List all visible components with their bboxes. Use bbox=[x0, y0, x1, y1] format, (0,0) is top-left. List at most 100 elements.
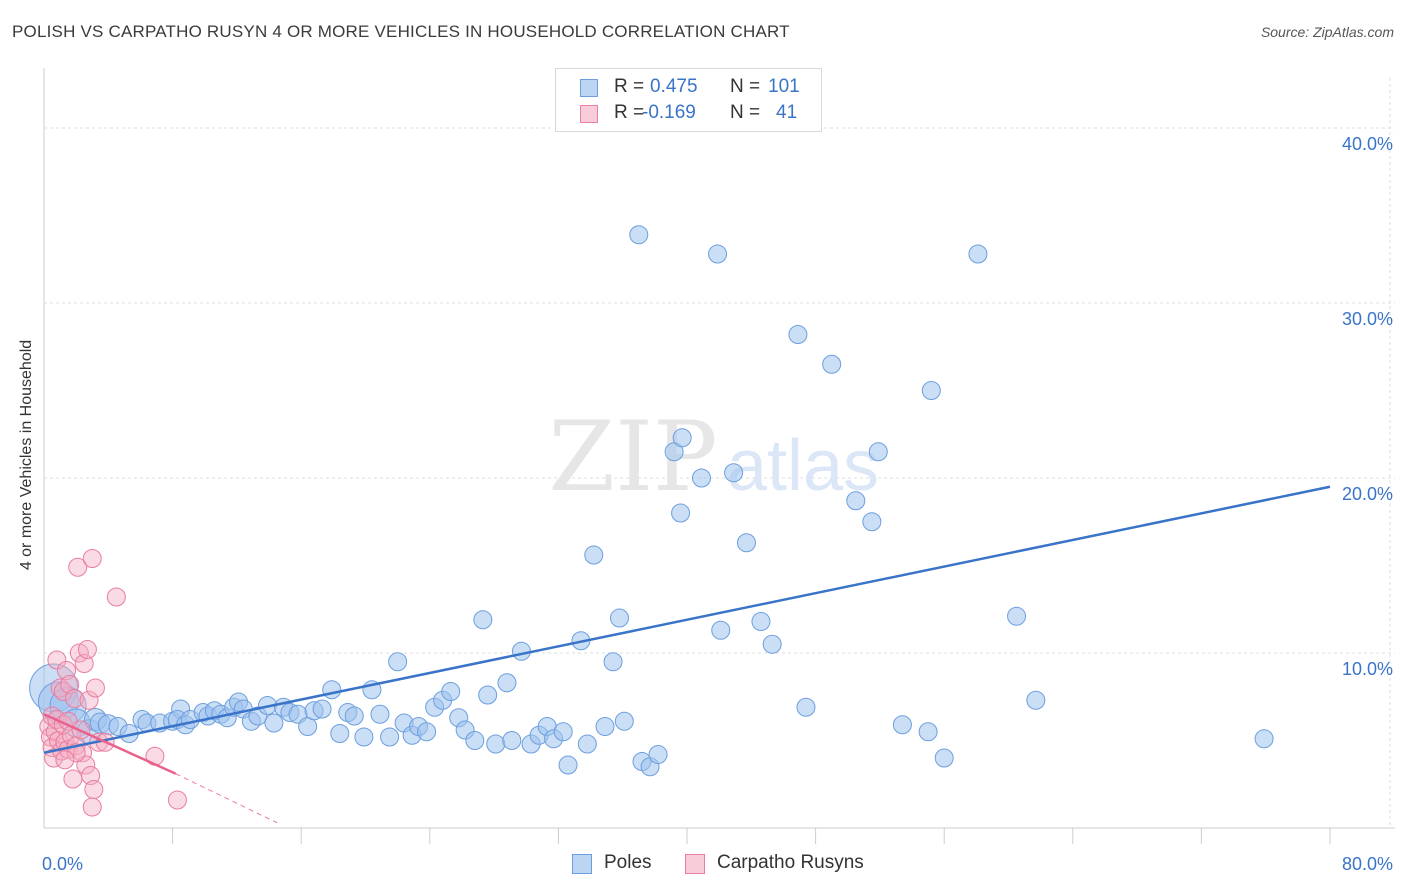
poles-point bbox=[553, 722, 573, 742]
poles-point bbox=[672, 428, 692, 448]
y-axis-title: 4 or more Vehicles in Household bbox=[18, 339, 35, 571]
poles-point bbox=[762, 634, 782, 654]
y-tick-label: 10.0% bbox=[1342, 659, 1393, 679]
rusyn-trend-line bbox=[43, 713, 177, 775]
poles-point bbox=[708, 244, 728, 264]
poles-point bbox=[736, 533, 756, 553]
poles-point bbox=[671, 503, 691, 523]
poles-point bbox=[511, 641, 531, 661]
rusyn-swatch bbox=[580, 105, 598, 123]
rusyn-point bbox=[82, 549, 102, 568]
poles-point bbox=[968, 244, 988, 264]
y-tick-label: 20.0% bbox=[1342, 484, 1393, 504]
poles-point bbox=[497, 673, 517, 693]
rusyn-point bbox=[79, 690, 99, 710]
poles-point bbox=[584, 545, 604, 565]
poles-point bbox=[486, 734, 506, 754]
poles-trend-line bbox=[43, 485, 1331, 754]
poles-point bbox=[918, 722, 938, 742]
poles-point bbox=[648, 745, 668, 764]
poles-point bbox=[312, 699, 332, 719]
poles-point bbox=[473, 610, 493, 630]
poles-point bbox=[465, 731, 485, 750]
rusyn-point bbox=[65, 689, 85, 708]
legend-poles-swatch bbox=[572, 854, 592, 874]
poles-point bbox=[344, 706, 364, 726]
poles-point bbox=[921, 381, 941, 400]
poles-point bbox=[862, 512, 882, 532]
poles-n-label: N = bbox=[730, 76, 761, 97]
source-credit: Source: ZipAtlas.com bbox=[1260, 24, 1394, 40]
poles-point bbox=[934, 748, 954, 768]
rusyn-point bbox=[167, 790, 187, 810]
poles-r-label: R = bbox=[614, 76, 645, 97]
legend-poles-label: Poles bbox=[604, 852, 652, 873]
rusyn-point bbox=[85, 678, 105, 698]
poles-point bbox=[614, 711, 634, 731]
poles-point bbox=[751, 612, 771, 631]
poles-point bbox=[609, 608, 629, 628]
poles-point bbox=[691, 468, 711, 488]
rusyn-point bbox=[84, 780, 104, 799]
poles-point bbox=[354, 727, 374, 747]
chart-title: POLISH VS CARPATHO RUSYN 4 OR MORE VEHIC… bbox=[12, 22, 790, 41]
y-tick-label: 30.0% bbox=[1342, 309, 1393, 329]
poles-point bbox=[796, 697, 816, 717]
poles-point bbox=[577, 734, 597, 754]
poles-point bbox=[441, 682, 461, 701]
poles-point bbox=[822, 354, 842, 374]
rusyn-point bbox=[68, 557, 88, 577]
poles-point bbox=[370, 704, 390, 724]
rusyn-point bbox=[82, 797, 102, 817]
poles-point bbox=[868, 442, 888, 462]
rusyn-point bbox=[60, 675, 80, 694]
rusyn-point bbox=[74, 654, 94, 673]
poles-point bbox=[330, 724, 350, 743]
poles-point bbox=[711, 620, 731, 640]
bottom-legend: Poles Carpatho Rusyns bbox=[0, 852, 1406, 876]
rusyn-points bbox=[39, 549, 187, 817]
poles-point bbox=[629, 225, 649, 245]
legend-rusyn-swatch bbox=[685, 854, 705, 874]
poles-n-value: 101 bbox=[768, 76, 800, 97]
tick-labels: 10.0% 20.0% 30.0% 40.0% 0.0% 80.0% bbox=[42, 134, 1393, 874]
poles-point bbox=[264, 713, 284, 733]
legend-rusyn-label: Carpatho Rusyns bbox=[717, 852, 864, 873]
poles-point bbox=[724, 463, 744, 483]
y-tick-label: 40.0% bbox=[1342, 134, 1393, 154]
x-tick-label: 80.0% bbox=[1342, 854, 1393, 874]
rusyn-r-value: -0.169 bbox=[642, 102, 696, 123]
poles-swatch bbox=[580, 79, 598, 97]
poles-point bbox=[417, 722, 437, 742]
watermark: ZIP atlas bbox=[548, 401, 879, 513]
poles-point bbox=[322, 680, 342, 700]
poles-point bbox=[478, 685, 498, 705]
rusyn-trend-extension bbox=[175, 773, 278, 824]
poles-point bbox=[502, 731, 522, 750]
stats-legend: R = 0.475 N = 101 R = -0.169 N = 41 bbox=[555, 68, 822, 132]
rusyn-r-label: R = bbox=[614, 102, 645, 123]
poles-point bbox=[388, 652, 408, 672]
rusyn-n-label: N = bbox=[730, 102, 761, 123]
rusyn-n-value: 41 bbox=[776, 102, 798, 123]
poles-point bbox=[846, 491, 866, 511]
poles-point bbox=[1026, 690, 1046, 710]
rusyn-point bbox=[77, 640, 97, 659]
poles-point bbox=[603, 652, 623, 672]
rusyn-point bbox=[106, 587, 126, 607]
rusyn-point bbox=[57, 661, 77, 680]
rusyn-point bbox=[81, 766, 101, 785]
rusyn-point bbox=[47, 650, 67, 670]
poles-point bbox=[595, 717, 615, 736]
poles-r-value: 0.475 bbox=[650, 76, 698, 97]
rusyn-point bbox=[50, 678, 70, 698]
poles-point bbox=[788, 325, 808, 344]
poles-point bbox=[380, 727, 400, 747]
x-tick-label: 0.0% bbox=[42, 854, 83, 874]
watermark-zip: ZIP bbox=[548, 401, 717, 513]
rusyn-point bbox=[63, 769, 83, 789]
poles-point bbox=[892, 715, 912, 735]
rusyn-point bbox=[55, 750, 75, 770]
gridlines bbox=[44, 78, 1395, 828]
